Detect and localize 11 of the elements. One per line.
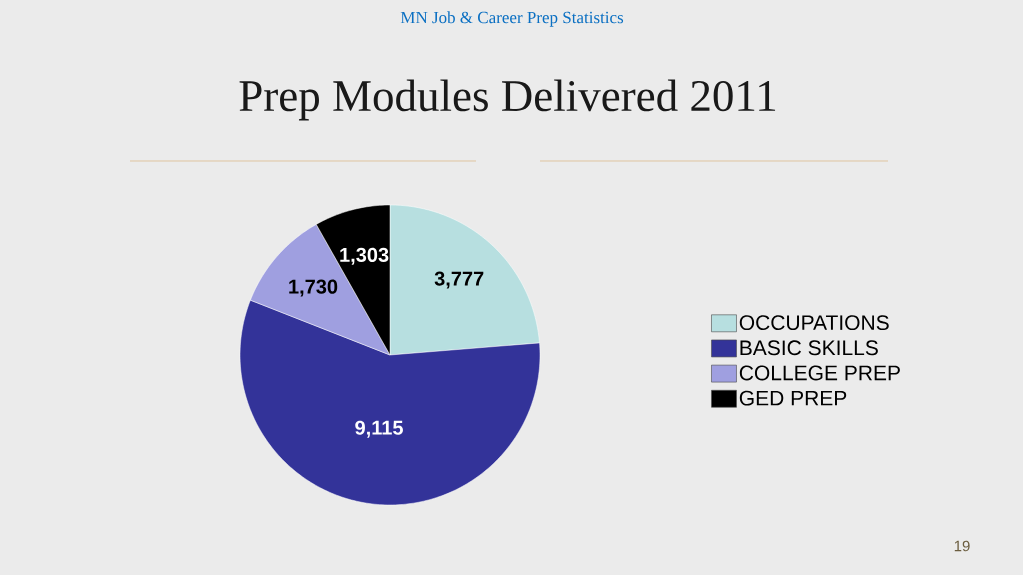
data-label: 3,777 xyxy=(434,271,484,289)
legend-label: OCCUPATIONS xyxy=(739,315,889,331)
data-label: 1,730 xyxy=(289,279,338,297)
text: 19 xyxy=(954,540,970,552)
text: MN Job & Career Prep Statistics xyxy=(400,11,624,27)
legend-label: COLLEGE PREP xyxy=(739,365,900,381)
legend-label: BASIC SKILLS xyxy=(740,340,878,356)
legend-label: GED PREP xyxy=(739,390,847,406)
data-label: 9,115 xyxy=(355,420,403,438)
chart-title: Prep Modules Delivered 2011 xyxy=(239,79,776,121)
data-label: 1,303 xyxy=(340,247,389,265)
